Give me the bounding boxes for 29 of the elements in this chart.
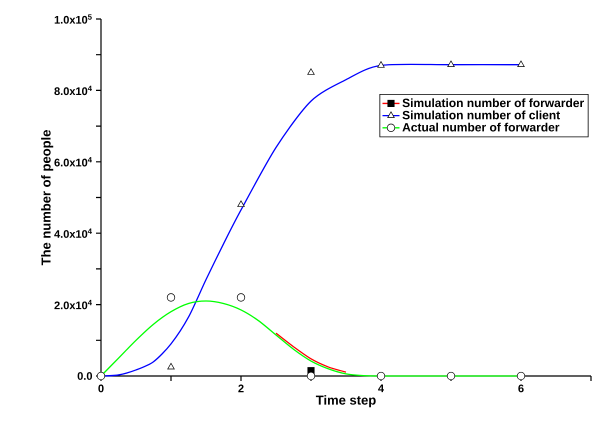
legend-label: Simulation number of forwarder [402, 98, 584, 108]
x-tick-label: 4 [378, 384, 384, 392]
y-axis-title: The number of people [41, 130, 54, 266]
legend-label: Simulation number of client [402, 110, 560, 120]
point [516, 372, 526, 380]
x-tick-label: 6 [518, 384, 524, 392]
point [96, 372, 106, 380]
point [376, 372, 386, 380]
x-tick-label: 0 [98, 384, 104, 392]
x-tick-label: 2 [238, 384, 244, 392]
point [237, 200, 245, 207]
x-axis-title: Time step [316, 395, 376, 408]
y-tick-label: 6.0x10$^{4}$ [54, 157, 92, 166]
y-tick-label: 0.0 [78, 372, 92, 380]
y-tick-label: 1.0x10$^{5}$ [54, 14, 92, 24]
y-tick-label: 8.0x10$^{4}$ [54, 86, 92, 96]
point [377, 61, 385, 68]
point [307, 68, 315, 75]
point [166, 293, 176, 302]
y-tick-label: 2.0x10$^{4}$ [54, 300, 92, 310]
y-tick-label: 4.0x10$^{4}$ [54, 228, 92, 238]
point [517, 60, 525, 67]
legend-label: Actual number of forwarder [402, 122, 560, 132]
point [167, 362, 175, 370]
point [236, 293, 246, 302]
point [306, 372, 316, 380]
line-series [275, 332, 347, 373]
point [446, 372, 456, 380]
point [447, 60, 455, 67]
